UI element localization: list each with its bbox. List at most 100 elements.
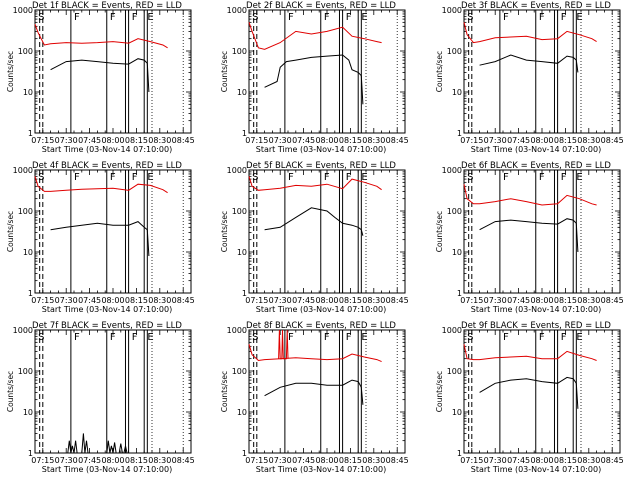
x-tick-label: 07:30 [269,296,292,305]
x-tick-label: 07:30 [269,456,292,465]
y-tick-label: 10 [237,408,247,417]
interval-marker-label: F [561,172,567,183]
series-line-events [50,221,150,257]
x-tick-label: 08:45 [601,456,624,465]
x-tick-label: 08:30 [148,296,171,305]
interval-marker-label: E [576,332,582,343]
series-line-lld [34,24,168,49]
interval-marker-label: F [346,332,352,343]
x-tick-label: 07:30 [269,136,292,145]
panel-title: Det 2f BLACK = Events, RED = LLD [246,1,396,11]
x-tick-label: 08:15 [339,136,362,145]
plot-frame [463,329,621,454]
series-line-lld [463,184,597,206]
interval-marker-label: F [324,12,330,23]
y-tick-label: 100 [18,47,33,56]
y-tick-label: 10 [452,248,462,257]
y-tick-label: 1000 [442,166,462,175]
x-tick-label: 08:00 [315,296,338,305]
interval-marker-label: F [110,12,116,23]
detector-panel-1: Det 1f BLACK = Events, RED = LLD 1 10 100 10… [6,1,195,154]
y-axis-label: Counts/sec [435,51,444,92]
panel-title: Det 8f BLACK = Events, RED = LLD [246,321,396,331]
x-tick-label: 07:15 [460,136,483,145]
interval-marker-label: S [38,332,44,343]
y-axis-label: Counts/sec [6,211,15,252]
interval-marker-label: S [252,12,258,23]
y-tick-label: 1 [457,289,462,298]
x-tick-label: 08:00 [101,296,124,305]
x-tick-label: 07:45 [78,456,101,465]
x-tick-label: 08:15 [554,136,577,145]
x-axis-label: Start Time (03-Nov-14 07:10:00) [471,305,601,314]
x-tick-label: 08:15 [554,456,577,465]
x-tick-label: 07:15 [460,456,483,465]
detector-panel-3: Det 3f BLACK = Events, RED = LLD 1 10 100 10… [435,1,624,154]
panel-title: Det 9f BLACK = Events, RED = LLD [461,321,611,331]
y-tick-label: 100 [232,207,247,216]
x-tick-label: 07:15 [31,456,54,465]
y-axis-label: Counts/sec [220,51,229,92]
interval-marker-label: F [539,332,545,343]
x-tick-label: 08:30 [148,456,171,465]
series-line-lld [463,344,597,361]
x-tick-label: 07:30 [55,136,78,145]
y-axis-label: Counts/sec [435,211,444,252]
x-tick-label: 07:30 [55,296,78,305]
y-axis-label: Counts/sec [220,211,229,252]
x-tick-label: 08:30 [577,296,600,305]
x-tick-label: 07:15 [245,456,268,465]
x-axis-label: Start Time (03-Nov-14 07:10:00) [42,465,172,474]
interval-marker-label: S [467,12,473,23]
x-tick-label: 08:30 [577,136,600,145]
plot-frame [248,9,406,134]
y-tick-label: 10 [237,248,247,257]
interval-marker-label: E [576,12,582,23]
plot-frame [34,9,192,134]
detector-panel-8: Det 8f BLACK = Events, RED = LLD 1 10 100 10… [220,321,409,474]
y-tick-label: 1000 [227,6,247,15]
detector-panel-2: Det 2f BLACK = Events, RED = LLD 1 10 100 10… [220,1,409,154]
panel-title: Det 4f BLACK = Events, RED = LLD [32,161,182,171]
interval-marker-label: F [503,332,509,343]
y-tick-label: 1 [28,289,33,298]
x-tick-label: 08:45 [386,456,409,465]
series-line-lld [248,344,382,363]
interval-marker-label: F [132,172,138,183]
x-tick-label: 08:30 [362,136,385,145]
x-tick-label: 08:30 [577,456,600,465]
x-tick-label: 08:15 [125,456,148,465]
series-line-lld [248,176,382,191]
y-tick-label: 1 [28,129,33,138]
series-line-events [479,218,579,253]
x-tick-label: 08:00 [530,296,553,305]
y-tick-label: 1 [242,129,247,138]
x-tick-label: 07:15 [31,136,54,145]
detector-panel-9: Det 9f BLACK = Events, RED = LLD 1 10 100 10… [435,321,624,474]
x-axis-label: Start Time (03-Nov-14 07:10:00) [256,145,386,154]
interval-marker-label: F [74,172,80,183]
series-line-events [479,376,579,409]
series-line-events [50,58,150,93]
y-axis-label: Counts/sec [435,371,444,412]
x-tick-label: 07:30 [484,456,507,465]
interval-marker-label: E [361,332,367,343]
interval-marker-label: F [288,12,294,23]
x-axis-label: Start Time (03-Nov-14 07:10:00) [471,145,601,154]
plot-frame [34,329,192,454]
x-tick-label: 08:45 [172,456,195,465]
interval-marker-label: F [561,332,567,343]
interval-marker-label: S [467,332,473,343]
x-tick-label: 08:45 [386,296,409,305]
interval-marker-label: S [467,172,473,183]
panel-title: Det 7f BLACK = Events, RED = LLD [32,321,182,331]
detector-panel-5: Det 5f BLACK = Events, RED = LLD 1 10 100 10… [220,161,409,314]
interval-marker-label: F [539,12,545,23]
interval-marker-label: S [252,172,258,183]
y-tick-label: 1000 [13,326,33,335]
y-tick-label: 10 [23,248,33,257]
x-tick-label: 07:45 [292,136,315,145]
x-tick-label: 08:00 [101,136,124,145]
x-axis-label: Start Time (03-Nov-14 07:10:00) [256,305,386,314]
